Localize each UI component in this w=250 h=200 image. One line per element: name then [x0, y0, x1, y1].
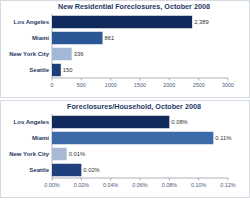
bar	[52, 132, 213, 144]
x-tick-label: 1000	[105, 82, 117, 88]
category-label: New York City	[9, 51, 49, 57]
panel-frame	[1, 101, 250, 198]
data-label: 0.02%	[83, 167, 99, 173]
x-tick	[169, 78, 170, 81]
x-tick	[140, 78, 141, 81]
category-label: Seattle	[29, 167, 49, 173]
x-tick	[81, 78, 82, 81]
bar	[52, 48, 72, 60]
data-label: 2,389	[194, 19, 209, 25]
bar	[52, 164, 81, 176]
x-tick	[169, 178, 170, 181]
x-tick-label: 0.00%	[44, 182, 59, 188]
chart-title: Foreclosures/Household, October 2008	[67, 102, 201, 111]
x-tick-label: 0.08%	[162, 182, 177, 188]
x-tick	[52, 178, 53, 181]
x-tick-label: 0.04%	[103, 182, 118, 188]
x-tick	[198, 78, 199, 81]
x-tick	[52, 78, 53, 81]
x-tick-label: 1500	[134, 82, 146, 88]
x-tick-label: 500	[77, 82, 86, 88]
bar	[52, 16, 192, 28]
data-label: 0.01%	[69, 151, 85, 157]
x-tick	[110, 178, 111, 181]
x-tick-label: 0.10%	[191, 182, 206, 188]
category-label: Miami	[32, 135, 49, 141]
category-label: New York City	[9, 151, 49, 157]
x-tick	[228, 178, 229, 181]
panel-frame	[1, 1, 250, 98]
x-tick-label: 3000	[222, 82, 234, 88]
category-label: Seattle	[29, 67, 49, 73]
data-label: 0.11%	[215, 135, 231, 141]
x-tick-label: 2500	[193, 82, 205, 88]
bars-group	[52, 16, 192, 76]
x-tick-label: 0.06%	[132, 182, 147, 188]
x-tick	[81, 178, 82, 181]
x-tick	[228, 78, 229, 81]
bar	[52, 148, 67, 160]
category-label: Miami	[32, 35, 49, 41]
x-tick-label: 0.12%	[220, 182, 235, 188]
category-label: Los Angeles	[14, 119, 50, 125]
x-tick	[140, 178, 141, 181]
category-label: Los Angeles	[14, 19, 50, 25]
x-tick-label: 0.02%	[74, 182, 89, 188]
x-tick-label: 2000	[163, 82, 175, 88]
chart-canvas: New Residential Foreclosures, October 20…	[0, 0, 250, 200]
bar	[52, 116, 169, 128]
x-axis-line	[52, 78, 228, 79]
bar	[52, 32, 103, 44]
x-tick	[110, 78, 111, 81]
data-label: 336	[74, 51, 84, 57]
data-label: 150	[63, 67, 73, 73]
x-tick-label: 0	[51, 82, 54, 88]
bars-group	[52, 116, 213, 176]
x-tick	[198, 178, 199, 181]
chart-title: New Residential Foreclosures, October 20…	[58, 2, 210, 11]
data-label: 0.08%	[171, 119, 187, 125]
x-axis-line	[52, 178, 228, 179]
data-label: 861	[105, 35, 115, 41]
bar	[52, 64, 61, 76]
